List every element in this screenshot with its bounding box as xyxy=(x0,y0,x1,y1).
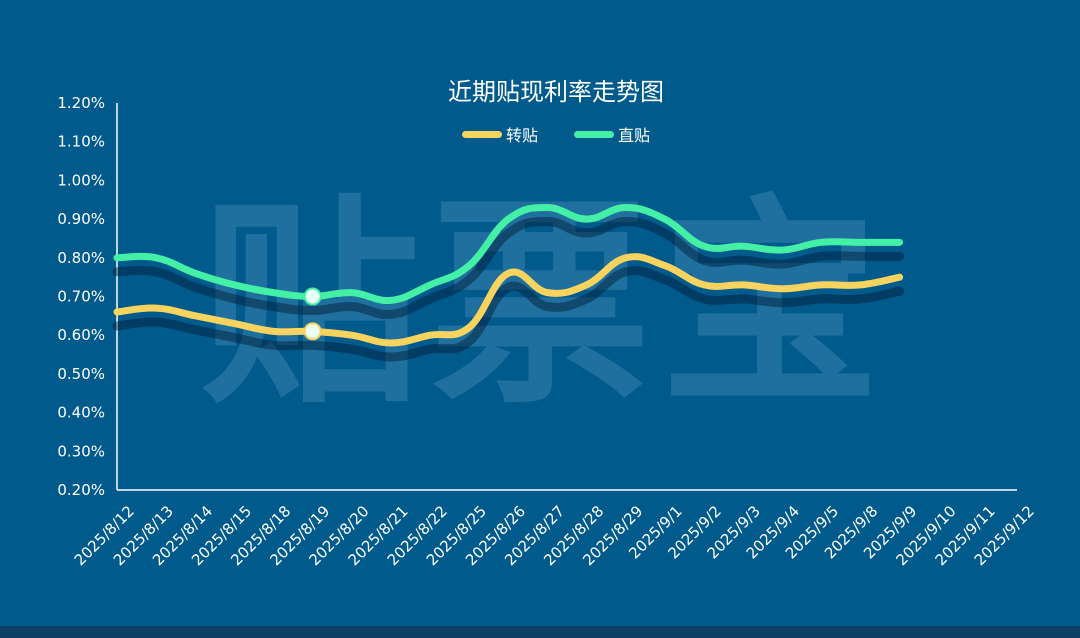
y-tick-label: 0.90% xyxy=(57,210,105,228)
legend-item-series-2[interactable]: 直贴 xyxy=(574,122,650,146)
series-2-shadow xyxy=(112,216,905,320)
y-tick-label: 0.80% xyxy=(57,249,105,267)
y-tick-label: 0.50% xyxy=(57,365,105,383)
legend-swatch-series-2 xyxy=(574,130,615,138)
series-2-marker xyxy=(303,287,322,306)
legend-label-series-1: 转贴 xyxy=(506,126,539,145)
series-1-line xyxy=(113,253,904,347)
y-tick-label: 1.10% xyxy=(57,133,105,151)
y-tick-label: 0.70% xyxy=(57,288,105,306)
y-tick-label: 0.40% xyxy=(57,404,105,422)
legend-label-series-2: 直贴 xyxy=(618,126,651,145)
footer-bar xyxy=(0,626,1080,638)
series-1-marker xyxy=(303,322,322,341)
series-1-shadow xyxy=(112,266,905,362)
y-tick-label: 0.60% xyxy=(57,326,105,344)
series-2-line xyxy=(113,203,904,305)
legend-item-series-1[interactable]: 转贴 xyxy=(462,122,538,146)
chart-title: 近期贴现利率走势图 xyxy=(448,78,664,106)
y-tick-label: 0.30% xyxy=(57,442,105,460)
y-tick-label: 1.00% xyxy=(57,171,105,189)
legend-swatch-series-1 xyxy=(462,130,502,138)
y-tick-label: 0.20% xyxy=(57,481,105,499)
y-tick-label: 1.20% xyxy=(57,94,105,112)
legend: 转贴 直贴 xyxy=(462,122,686,146)
